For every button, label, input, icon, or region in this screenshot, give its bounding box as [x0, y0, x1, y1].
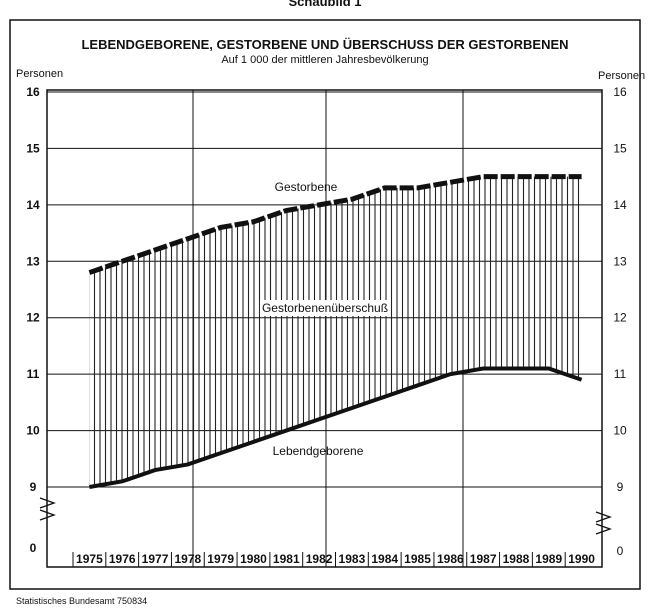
plot-frame	[46, 89, 603, 568]
header: Schaubild 1	[289, 0, 362, 9]
x-tick-label: 1989	[535, 552, 562, 566]
x-tick-label: 1975	[76, 552, 103, 566]
y-tick-label: 10	[26, 424, 40, 438]
y-tick-label: 13	[26, 254, 40, 268]
y-tick-label: 0	[30, 541, 37, 555]
series-label: Gestorbene	[275, 180, 338, 194]
chart-title: LEBENDGEBORENE, GESTORBENE UND ÜBERSCHUS…	[81, 37, 568, 52]
x-tick-label: 1976	[109, 552, 136, 566]
y-tick-label: 9	[30, 480, 37, 494]
x-tick-label: 1981	[273, 552, 300, 566]
y-tick-label: 16	[26, 85, 40, 99]
y-tick-label: 15	[26, 141, 40, 155]
y-tick-label: 12	[26, 311, 40, 325]
chart-subtitle: Auf 1 000 der mittleren Jahresbevölkerun…	[221, 54, 428, 66]
y-tick-label: 14	[26, 198, 40, 212]
x-tick-label: 1988	[503, 552, 530, 566]
y-tick-label: 16	[613, 85, 627, 99]
y-tick-label: 15	[613, 141, 627, 155]
x-tick-label: 1985	[404, 552, 431, 566]
x-tick-label: 1979	[207, 552, 234, 566]
y-tick-label: 10	[613, 424, 627, 438]
y-tick-label: 9	[617, 480, 624, 494]
axis-break	[39, 497, 56, 521]
line	[88, 174, 582, 275]
x-tick-label: 1980	[240, 552, 267, 566]
y-axis-label: Personen	[16, 68, 63, 80]
source: Statistisches Bundesamt 750834	[16, 596, 147, 606]
y-tick-label: 0	[617, 544, 624, 558]
y-tick-label: 11	[27, 367, 40, 381]
x-tick-label: 1977	[142, 552, 169, 566]
label-bg	[259, 300, 391, 316]
area-label: Gestorbenenüberschuß	[262, 301, 388, 315]
y-tick-label: 13	[613, 254, 627, 268]
x-tick-label: 1978	[174, 552, 201, 566]
hatch-area	[89, 176, 582, 487]
y-tick-label: 14	[613, 198, 627, 212]
series-label: Lebendgeborene	[273, 444, 364, 458]
x-tick-label: 1984	[371, 552, 398, 566]
y-tick-label: 12	[613, 311, 627, 325]
line	[89, 366, 583, 489]
frame	[9, 19, 641, 590]
y-tick-label: 11	[614, 367, 627, 381]
x-tick-label: 1990	[568, 552, 595, 566]
y-axis-label: Personen	[598, 70, 645, 82]
x-tick-label: 1986	[437, 552, 464, 566]
x-tick-label: 1983	[339, 552, 366, 566]
x-tick-label: 1987	[470, 552, 497, 566]
axis-break	[595, 511, 612, 535]
x-tick-label: 1982	[306, 552, 333, 566]
